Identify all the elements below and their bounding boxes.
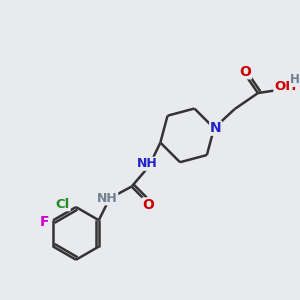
Text: O: O [239, 65, 251, 79]
Text: O: O [142, 198, 154, 212]
Text: N: N [210, 121, 221, 135]
Text: NH: NH [97, 192, 118, 205]
Text: NH: NH [137, 157, 158, 170]
Text: Cl: Cl [56, 198, 70, 211]
Text: OH: OH [274, 80, 296, 93]
Text: H: H [290, 74, 299, 86]
Text: F: F [40, 215, 49, 229]
